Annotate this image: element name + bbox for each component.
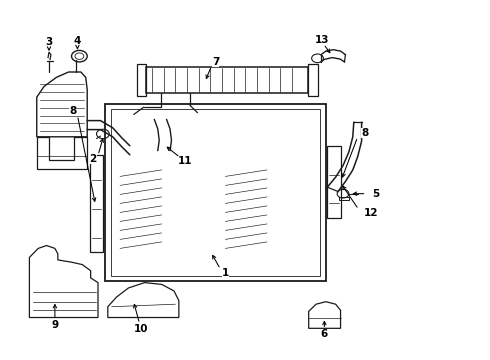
Text: 3: 3 xyxy=(46,37,52,48)
Bar xyxy=(308,64,318,96)
Text: 8: 8 xyxy=(362,128,369,138)
Bar xyxy=(90,155,103,252)
Text: 10: 10 xyxy=(134,324,148,334)
Text: 7: 7 xyxy=(212,57,220,67)
Text: 6: 6 xyxy=(321,329,328,339)
Text: 11: 11 xyxy=(178,156,193,166)
Bar xyxy=(339,197,349,200)
Text: 2: 2 xyxy=(90,154,97,164)
Text: 12: 12 xyxy=(364,208,378,218)
Bar xyxy=(327,146,341,218)
Bar xyxy=(111,109,320,276)
Text: 1: 1 xyxy=(222,268,229,278)
Text: 4: 4 xyxy=(74,36,81,46)
Text: 8: 8 xyxy=(69,106,76,116)
Text: 5: 5 xyxy=(372,189,380,199)
Bar xyxy=(146,67,308,93)
Text: 9: 9 xyxy=(51,320,58,330)
Bar xyxy=(137,64,146,96)
Text: 13: 13 xyxy=(315,35,330,45)
Bar xyxy=(105,104,326,281)
